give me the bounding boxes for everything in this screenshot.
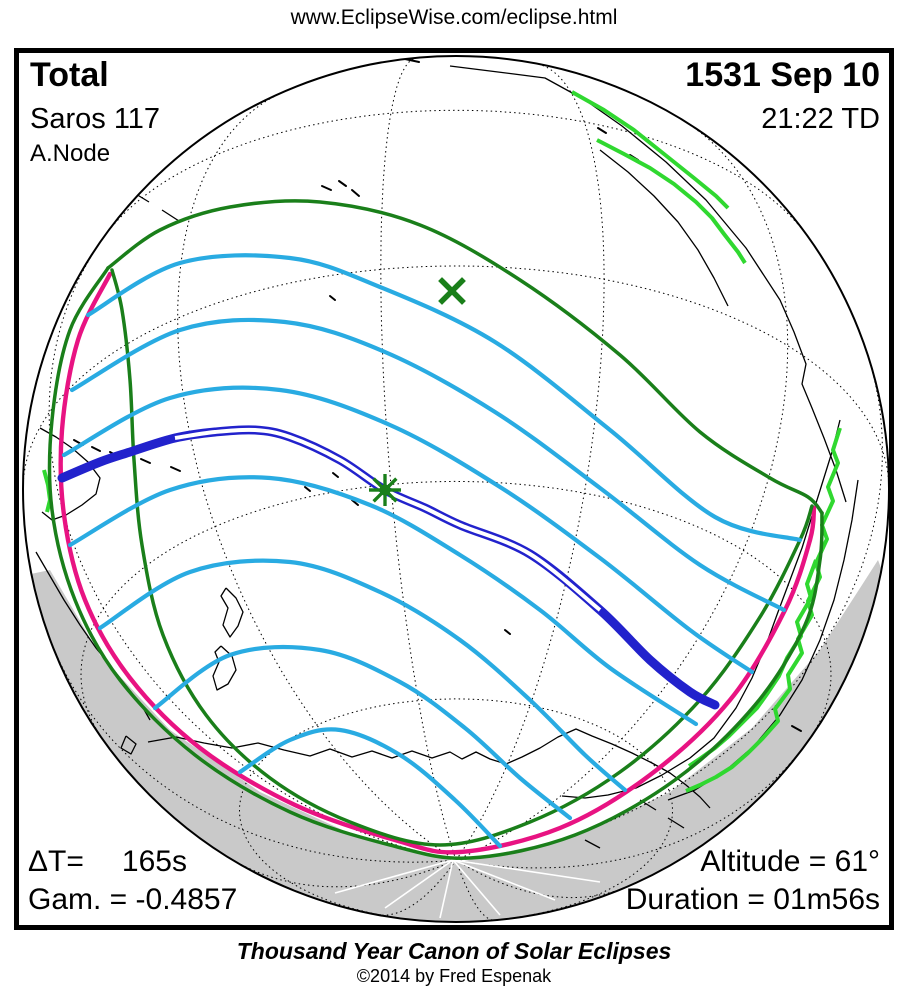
magnitude-curve-n3	[85, 253, 803, 543]
magnitude-curve-s4	[237, 727, 503, 849]
greatest-eclipse-marker	[369, 474, 401, 506]
delta-t-value: 165s	[121, 845, 187, 878]
coastline	[599, 149, 729, 307]
coastline	[449, 65, 847, 503]
max-at-horizon	[58, 271, 817, 855]
map-frame	[14, 48, 894, 930]
site-url[interactable]: www.EclipseWise.com/eclipse.html	[290, 6, 618, 29]
magnitude-curve-s3	[152, 644, 573, 821]
magnitude-curve-n1	[61, 385, 755, 675]
coastline	[220, 587, 244, 638]
path-of-totality-core	[174, 427, 602, 612]
delta-t-line: ΔT= 165s	[28, 846, 187, 878]
magnitude-curve-n2	[69, 317, 787, 613]
coastline	[39, 427, 101, 521]
penumbra-limit-outer	[47, 266, 824, 861]
coastline	[120, 735, 137, 755]
eclipse-type-label: Total	[30, 56, 109, 94]
saros-label: Saros 117	[30, 103, 161, 135]
subsolar-cross-marker	[438, 277, 466, 305]
eclipse-time: 21:22 TD	[761, 103, 880, 135]
coastline-eclipse-visible	[596, 138, 747, 265]
canon-title: Thousand Year Canon of Solar Eclipses	[236, 938, 672, 964]
coastline-eclipse-visible	[571, 90, 730, 210]
magnitude-curve-s2	[97, 558, 628, 793]
duration-line: Duration = 01m56s	[625, 883, 880, 916]
copyright: ©2014 by Fred Espenak	[356, 966, 552, 986]
delta-t-label: ΔT=	[28, 845, 84, 878]
coastline	[147, 728, 711, 809]
gamma-line: Gam. = -0.4857	[28, 883, 238, 916]
altitude-line: Altitude = 61°	[700, 845, 880, 878]
coastline	[212, 645, 237, 691]
node-label: A.Node	[30, 140, 111, 167]
graticule	[23, 57, 889, 922]
magnitude-curve-s1	[67, 475, 699, 727]
penumbra-limit-upper	[106, 199, 824, 515]
eclipse-date: 1531 Sep 10	[685, 56, 880, 94]
